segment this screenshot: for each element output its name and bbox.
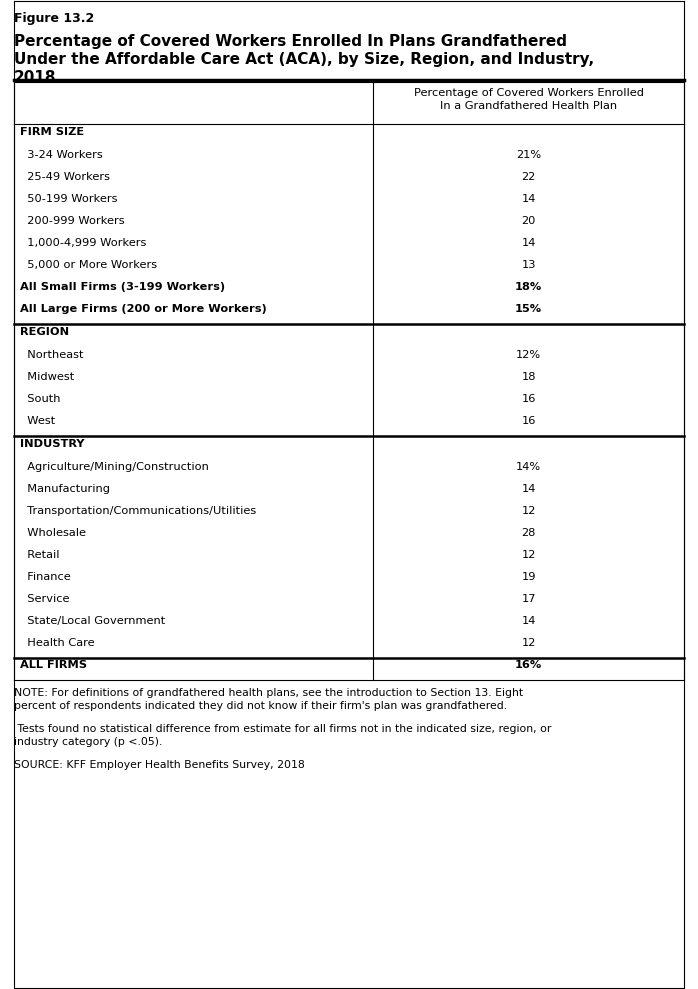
- Text: Agriculture/Mining/Construction: Agriculture/Mining/Construction: [20, 462, 209, 472]
- Text: 3-24 Workers: 3-24 Workers: [20, 150, 103, 160]
- Text: Percentage of Covered Workers Enrolled In Plans Grandfathered: Percentage of Covered Workers Enrolled I…: [14, 34, 567, 49]
- Text: Transportation/Communications/Utilities: Transportation/Communications/Utilities: [20, 506, 256, 516]
- Text: All Large Firms (200 or More Workers): All Large Firms (200 or More Workers): [20, 304, 267, 314]
- Text: REGION: REGION: [20, 327, 69, 337]
- Text: Wholesale: Wholesale: [20, 528, 86, 538]
- Text: 1,000-4,999 Workers: 1,000-4,999 Workers: [20, 238, 147, 248]
- Text: 5,000 or More Workers: 5,000 or More Workers: [20, 260, 157, 270]
- Text: SOURCE: KFF Employer Health Benefits Survey, 2018: SOURCE: KFF Employer Health Benefits Sur…: [14, 760, 305, 770]
- Text: 22: 22: [521, 172, 536, 182]
- Text: 16: 16: [521, 416, 536, 426]
- Text: 50-199 Workers: 50-199 Workers: [20, 194, 117, 204]
- Text: 200-999 Workers: 200-999 Workers: [20, 216, 125, 226]
- Text: 18: 18: [521, 372, 536, 382]
- Text: NOTE: For definitions of grandfathered health plans, see the introduction to Sec: NOTE: For definitions of grandfathered h…: [14, 688, 523, 711]
- Text: 25-49 Workers: 25-49 Workers: [20, 172, 110, 182]
- Text: Tests found no statistical difference from estimate for all firms not in the ind: Tests found no statistical difference fr…: [14, 724, 551, 748]
- Text: 18%: 18%: [515, 282, 542, 292]
- Text: 2018: 2018: [14, 70, 57, 85]
- Text: Manufacturing: Manufacturing: [20, 484, 110, 494]
- Text: 14: 14: [521, 238, 536, 248]
- Text: 16%: 16%: [515, 660, 542, 670]
- Text: Northeast: Northeast: [20, 350, 84, 360]
- Text: 12: 12: [521, 550, 536, 560]
- Text: Health Care: Health Care: [20, 638, 95, 648]
- Text: 20: 20: [521, 216, 536, 226]
- Text: Percentage of Covered Workers Enrolled
In a Grandfathered Health Plan: Percentage of Covered Workers Enrolled I…: [414, 88, 644, 111]
- Text: 14: 14: [521, 616, 536, 626]
- Text: 15%: 15%: [515, 304, 542, 314]
- Text: 13: 13: [521, 260, 536, 270]
- Text: West: West: [20, 416, 55, 426]
- Text: Retail: Retail: [20, 550, 59, 560]
- Text: INDUSTRY: INDUSTRY: [20, 439, 84, 449]
- Text: FIRM SIZE: FIRM SIZE: [20, 127, 84, 137]
- Text: 16: 16: [521, 394, 536, 404]
- Text: 14: 14: [521, 484, 536, 494]
- Text: ALL FIRMS: ALL FIRMS: [20, 660, 87, 670]
- Text: 12%: 12%: [516, 350, 541, 360]
- Text: State/Local Government: State/Local Government: [20, 616, 165, 626]
- Text: 14%: 14%: [516, 462, 541, 472]
- Text: 14: 14: [521, 194, 536, 204]
- Text: Under the Affordable Care Act (ACA), by Size, Region, and Industry,: Under the Affordable Care Act (ACA), by …: [14, 52, 594, 67]
- Text: 28: 28: [521, 528, 536, 538]
- Text: Midwest: Midwest: [20, 372, 74, 382]
- Text: 19: 19: [521, 572, 536, 582]
- Text: Finance: Finance: [20, 572, 70, 582]
- Text: South: South: [20, 394, 61, 404]
- Text: Figure 13.2: Figure 13.2: [14, 12, 94, 25]
- Text: 17: 17: [521, 594, 536, 604]
- Text: Service: Service: [20, 594, 70, 604]
- Text: All Small Firms (3-199 Workers): All Small Firms (3-199 Workers): [20, 282, 225, 292]
- Text: 12: 12: [521, 638, 536, 648]
- Text: 12: 12: [521, 506, 536, 516]
- Text: 21%: 21%: [516, 150, 541, 160]
